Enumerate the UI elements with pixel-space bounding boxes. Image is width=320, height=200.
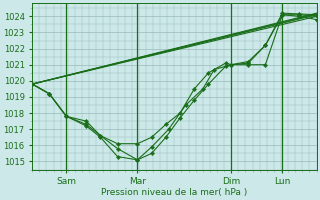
X-axis label: Pression niveau de la mer( hPa ): Pression niveau de la mer( hPa ) bbox=[101, 188, 247, 197]
